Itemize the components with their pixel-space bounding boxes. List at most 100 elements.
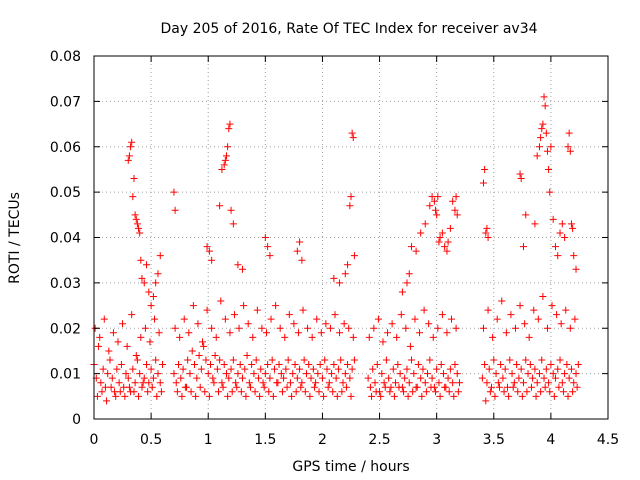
data-point — [401, 374, 409, 382]
data-point — [530, 306, 538, 314]
data-point — [233, 383, 241, 391]
data-point — [297, 383, 305, 391]
data-point — [574, 361, 582, 369]
data-point — [556, 229, 564, 237]
data-point — [285, 311, 293, 319]
data-point — [490, 356, 498, 364]
data-point — [216, 202, 224, 210]
data-point — [103, 397, 111, 405]
data-point — [547, 143, 555, 151]
data-point — [410, 370, 418, 378]
data-point — [277, 370, 285, 378]
data-point — [212, 333, 220, 341]
data-point — [195, 351, 203, 359]
data-point — [234, 370, 242, 378]
data-point — [510, 379, 518, 387]
data-point — [326, 324, 334, 332]
data-point — [541, 102, 549, 110]
data-point — [294, 329, 302, 337]
data-point — [494, 379, 502, 387]
data-point — [408, 243, 416, 251]
data-point — [138, 383, 146, 391]
data-point — [452, 193, 460, 201]
data-point — [324, 383, 332, 391]
data-point — [143, 361, 151, 369]
data-point — [545, 379, 553, 387]
y-axis-label: ROTI / TECUs — [7, 192, 23, 284]
data-point — [219, 383, 227, 391]
data-point — [394, 361, 402, 369]
data-point — [131, 379, 139, 387]
y-tick-label: 0.05 — [50, 185, 81, 201]
data-point — [143, 261, 151, 269]
data-point — [493, 315, 501, 323]
data-point — [248, 361, 256, 369]
data-point — [205, 247, 213, 255]
data-point — [484, 306, 492, 314]
data-point — [527, 383, 535, 391]
data-point — [517, 365, 525, 373]
data-point — [565, 129, 573, 137]
data-point — [483, 379, 491, 387]
data-point — [229, 220, 237, 228]
data-point — [555, 383, 563, 391]
data-point — [507, 311, 515, 319]
data-point — [531, 220, 539, 228]
data-point — [332, 374, 340, 382]
data-point — [291, 361, 299, 369]
data-point — [122, 370, 130, 378]
data-point — [207, 361, 215, 369]
data-point — [433, 211, 441, 219]
data-point — [264, 243, 272, 251]
data-point — [491, 392, 499, 400]
data-point — [540, 374, 548, 382]
data-point — [226, 120, 234, 128]
data-point — [117, 361, 125, 369]
data-point — [132, 215, 140, 223]
data-point — [549, 370, 557, 378]
data-point — [441, 383, 449, 391]
data-point — [543, 324, 551, 332]
data-point — [282, 365, 290, 373]
data-point — [412, 247, 420, 255]
data-point — [392, 379, 400, 387]
data-point — [124, 156, 132, 164]
data-point — [197, 365, 205, 373]
data-point — [347, 193, 355, 201]
data-point — [516, 302, 524, 310]
data-point — [525, 333, 533, 341]
data-point — [112, 392, 120, 400]
data-point — [390, 392, 398, 400]
data-point — [370, 324, 378, 332]
data-point — [249, 333, 257, 341]
data-point — [539, 120, 547, 128]
data-point — [99, 365, 107, 373]
data-point — [349, 134, 357, 142]
data-point — [159, 361, 167, 369]
data-point — [566, 324, 574, 332]
data-point — [482, 397, 490, 405]
data-point — [451, 206, 459, 214]
data-point — [226, 329, 234, 337]
y-tick-label: 0.06 — [50, 140, 81, 156]
data-point — [243, 351, 251, 359]
data-point — [570, 252, 578, 260]
data-point — [519, 243, 527, 251]
data-point — [400, 388, 408, 396]
data-point — [141, 324, 149, 332]
data-point — [241, 365, 249, 373]
data-point — [338, 388, 346, 396]
data-point — [179, 365, 187, 373]
data-point — [531, 365, 539, 373]
x-tick-label: 2.5 — [368, 432, 390, 448]
data-point — [397, 311, 405, 319]
data-point — [189, 302, 197, 310]
data-point — [538, 356, 546, 364]
data-point — [224, 143, 232, 151]
data-point — [365, 333, 373, 341]
data-point — [100, 315, 108, 323]
y-tick-label: 0.08 — [50, 49, 81, 65]
data-point — [523, 388, 531, 396]
data-point — [348, 129, 356, 137]
data-point — [321, 356, 329, 364]
